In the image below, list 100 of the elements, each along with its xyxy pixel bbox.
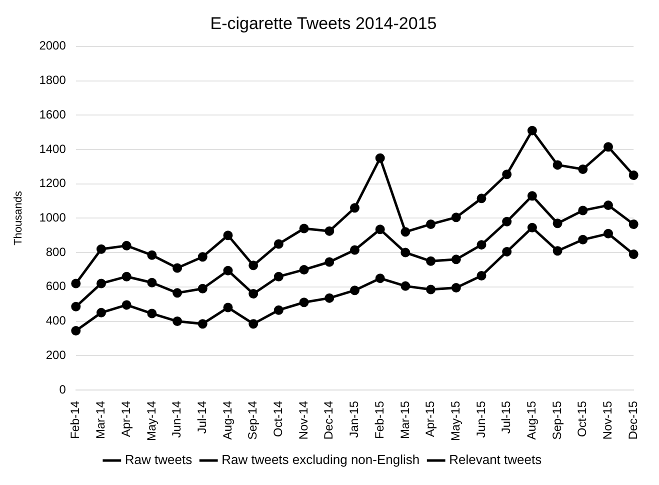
point: [96, 308, 106, 318]
x-tick-label: Jul-15: [499, 400, 514, 434]
point: [350, 286, 360, 296]
point: [147, 308, 157, 318]
point: [223, 230, 233, 240]
y-tick-label: 0: [59, 382, 66, 396]
point: [552, 246, 562, 256]
point: [172, 316, 182, 326]
point: [451, 254, 461, 264]
point: [375, 274, 385, 284]
point: [604, 142, 613, 152]
x-tick-label: Jun-14: [170, 400, 184, 438]
point: [71, 326, 81, 336]
point: [350, 245, 360, 255]
point: [400, 248, 410, 258]
point: [172, 263, 182, 273]
point: [451, 283, 461, 293]
point: [552, 218, 562, 228]
point: [578, 234, 588, 244]
point: [502, 216, 512, 226]
point: [71, 278, 81, 288]
chart-title: E-cigarette Tweets 2014-2015: [210, 14, 437, 33]
y-tick-label: 400: [46, 314, 66, 328]
x-tick-label: May-14: [144, 400, 158, 441]
point: [527, 126, 537, 136]
point: [96, 244, 106, 254]
point: [451, 212, 461, 222]
x-tick-label: Mar-14: [94, 400, 108, 439]
point: [400, 281, 410, 291]
point: [375, 153, 385, 163]
point: [248, 289, 258, 299]
point: [476, 270, 486, 280]
x-tick-label: May-15: [448, 400, 462, 441]
x-tick-label: Aug-15: [524, 400, 539, 440]
point: [122, 272, 132, 282]
x-tick-label: Jun-15: [474, 400, 488, 438]
point: [299, 264, 309, 274]
point: [223, 302, 233, 312]
point: [122, 240, 132, 250]
point: [350, 203, 360, 213]
point: [324, 257, 334, 267]
point: [274, 239, 284, 249]
legend-label: Relevant tweets: [449, 452, 542, 468]
point: [375, 224, 385, 234]
point: [172, 288, 182, 298]
x-tick-label: Nov-15: [600, 400, 615, 440]
x-tick-label: Oct-15: [575, 400, 590, 437]
point: [274, 272, 284, 282]
point: [198, 252, 208, 262]
point: [147, 278, 157, 288]
legend-label: Raw tweets excluding non-English: [222, 452, 420, 468]
y-tick-label: 800: [46, 244, 66, 259]
point: [552, 160, 562, 170]
point: [578, 164, 588, 174]
x-tick-label: Jul-14: [194, 400, 209, 434]
x-tick-label: Sep-15: [550, 400, 564, 440]
point: [628, 250, 638, 260]
y-tick-label: 2000: [39, 38, 66, 53]
y-axis-title: Thousands: [12, 190, 25, 246]
point: [426, 256, 436, 266]
point: [248, 319, 258, 329]
point: [71, 302, 81, 312]
point: [147, 250, 157, 260]
point: [198, 319, 208, 329]
x-tick-label: Feb-15: [372, 400, 386, 440]
point: [604, 228, 613, 238]
point: [223, 266, 233, 276]
x-tick-label: Dec-14: [322, 400, 336, 440]
point: [604, 200, 613, 210]
y-tick-label: 600: [46, 279, 66, 294]
point: [324, 226, 334, 236]
y-tick-label: 1600: [39, 107, 66, 122]
x-tick-label: Nov-14: [296, 400, 310, 440]
point: [527, 222, 537, 232]
x-tick-label: Aug-14: [220, 400, 234, 440]
y-tick-label: 1800: [39, 73, 66, 88]
y-tick-label: 200: [46, 348, 66, 362]
y-tick-label: 1000: [39, 210, 66, 225]
point: [426, 284, 436, 294]
x-tick-label: Oct-14: [271, 400, 286, 437]
legend-label: Raw tweets: [124, 452, 193, 468]
y-tick-label: 1200: [39, 176, 66, 190]
x-tick-label: Sep-14: [246, 400, 260, 440]
point: [324, 293, 334, 303]
point: [578, 206, 588, 216]
point: [122, 300, 132, 310]
x-tick-label: Apr-15: [423, 400, 438, 438]
x-tick-label: Feb-14: [68, 400, 82, 440]
point: [400, 227, 410, 237]
point: [248, 260, 258, 270]
point: [426, 219, 436, 229]
x-tick-label: Dec-15: [626, 400, 640, 440]
point: [502, 170, 512, 180]
point: [96, 278, 106, 288]
y-tick-label: 1400: [39, 142, 66, 156]
x-tick-label: Jan-15: [347, 400, 362, 438]
point: [628, 219, 638, 229]
point: [476, 194, 486, 204]
point: [198, 284, 208, 294]
x-tick-label: Apr-14: [118, 400, 133, 438]
